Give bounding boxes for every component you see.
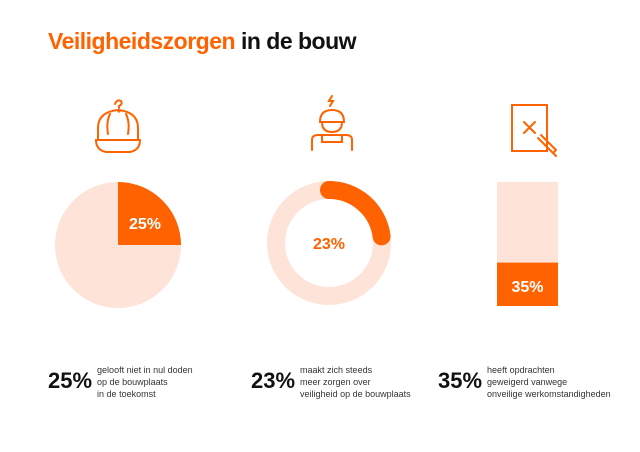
helmet-question-icon (94, 99, 142, 153)
stat-3: 35% heeft opdrachten geweigerd vanwege on… (438, 364, 611, 400)
donut-arc-start (327, 181, 333, 199)
donut-label: 23% (313, 236, 345, 253)
bar-value (497, 262, 558, 306)
pie-slice-value (118, 182, 181, 245)
pie-label: 25% (129, 216, 161, 233)
stat-text: heeft opdrachten geweigerd vanwege onvei… (487, 365, 611, 399)
stat-value: 25% (48, 368, 93, 393)
title-rest: in de bouw (240, 28, 357, 54)
page-title: Veiligheidszorgen in de bouw (48, 28, 357, 55)
document-cross-pencil-icon (511, 104, 557, 157)
stat-text: maakt zich steeds meer zorgen over veili… (300, 365, 411, 399)
stat-2: 23% maakt zich steeds meer zorgen over ve… (251, 364, 411, 400)
stat-value: 35% (438, 368, 483, 393)
worker-lightning-icon (311, 95, 353, 151)
donut-arc-value (320, 181, 391, 246)
bar-label: 35% (511, 279, 543, 296)
stat-1: 25% gelooft niet in nul doden op de bouwp… (48, 364, 193, 400)
title-highlight: Veiligheidszorgen (48, 28, 236, 54)
stat-text: gelooft niet in nul doden op de bouwplaa… (97, 365, 193, 399)
stat-value: 23% (251, 368, 296, 393)
